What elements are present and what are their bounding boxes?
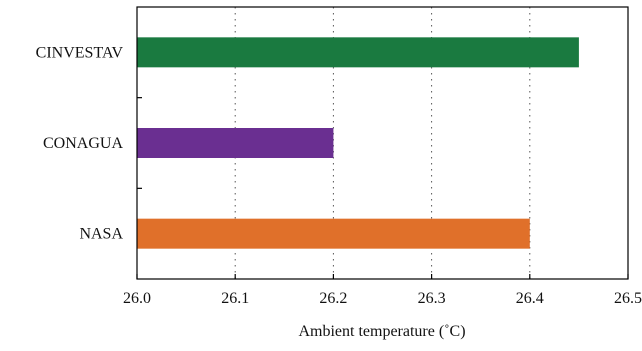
y-category-label: NASA — [79, 226, 123, 243]
axis-labels: 26.0 26.1 26.2 26.3 26.4 26.5 CINVESTAV CONAGUA… — [36, 44, 642, 307]
x-tick-label: 26.2 — [319, 290, 347, 307]
x-tick-label: 26.3 — [418, 290, 446, 307]
bar-nasa — [137, 218, 530, 249]
y-category-label: CINVESTAV — [36, 44, 124, 61]
plot-frame — [136, 6, 629, 280]
bar-cinvestav — [137, 37, 579, 68]
y-category-label: CONAGUA — [43, 135, 123, 152]
bars — [137, 37, 579, 249]
x-tick-label: 26.1 — [221, 290, 249, 307]
bar-conagua — [137, 128, 334, 158]
x-tick-label: 26.5 — [614, 290, 642, 307]
x-axis-label: Ambient temperature (˚C) — [298, 323, 465, 340]
x-tick-label: 26.4 — [516, 290, 544, 307]
x-tick-label: 26.0 — [123, 290, 151, 307]
axis-ticks — [136, 97, 629, 279]
